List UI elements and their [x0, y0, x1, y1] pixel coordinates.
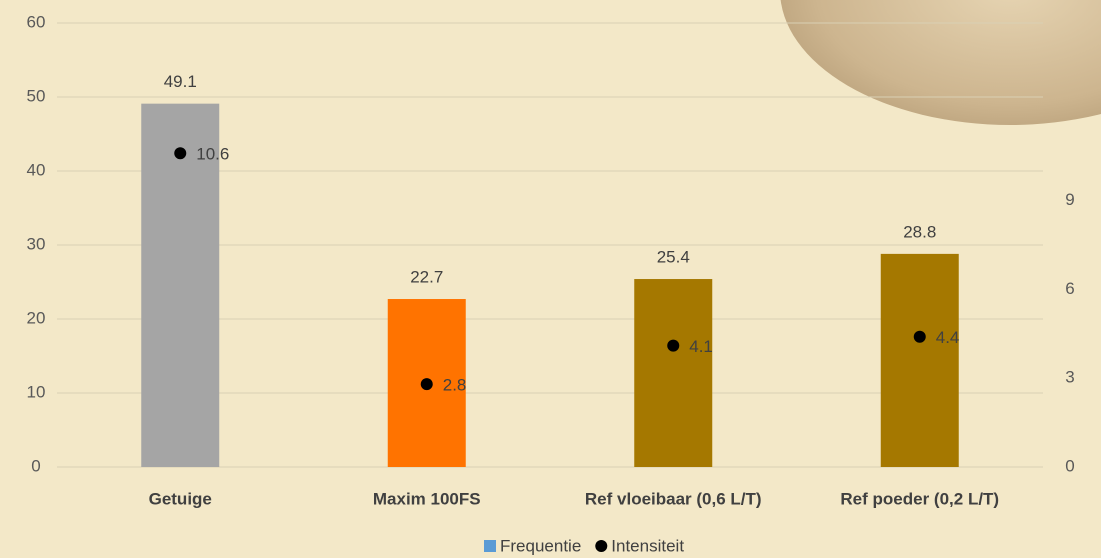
- y-tick-label: 10: [27, 382, 46, 401]
- y-tick-label: 20: [27, 308, 46, 327]
- dot: [667, 340, 679, 352]
- bar-value-label: 28.8: [903, 222, 936, 241]
- dot-value-label: 4.1: [689, 337, 713, 356]
- dot-value-label: 10.6: [196, 145, 229, 164]
- y2-tick-label: 0: [1065, 456, 1074, 475]
- legend-label: Frequentie: [500, 536, 581, 555]
- bar-value-label: 25.4: [657, 248, 690, 267]
- chart: 0 10 20 30 40 50 60 0 3 6 9 Getuige Maxim 100FS Ref v…: [0, 0, 1101, 558]
- dot: [914, 331, 926, 343]
- x-tick-label: Getuige: [149, 489, 212, 508]
- y-tick-label: 50: [27, 86, 46, 105]
- x-tick-label: Ref poeder (0,2 L/T): [840, 489, 999, 508]
- bar-value-label: 22.7: [410, 268, 443, 287]
- legend-marker: [595, 540, 607, 552]
- dot-value-label: 4.4: [936, 328, 960, 347]
- dot: [421, 378, 433, 390]
- dot: [174, 147, 186, 159]
- y-tick-label: 40: [27, 160, 46, 179]
- x-tick-label: Maxim 100FS: [373, 489, 481, 508]
- y-tick-label: 30: [27, 234, 46, 253]
- y2-tick-label: 6: [1065, 279, 1074, 298]
- bar: [881, 254, 959, 467]
- page: {"chart_data": {"type": "bar", "categori…: [0, 0, 1101, 558]
- dot-value-label: 2.8: [443, 376, 467, 395]
- x-tick-label: Ref vloeibaar (0,6 L/T): [585, 489, 762, 508]
- y-tick-label: 0: [31, 456, 40, 475]
- y2-tick-label: 3: [1065, 368, 1074, 387]
- legend-marker: [484, 540, 496, 552]
- bar: [634, 279, 712, 467]
- legend-label: Intensiteit: [611, 536, 684, 555]
- y2-tick-label: 9: [1065, 190, 1074, 209]
- y-tick-label: 60: [27, 12, 46, 31]
- bar-value-label: 49.1: [164, 72, 197, 91]
